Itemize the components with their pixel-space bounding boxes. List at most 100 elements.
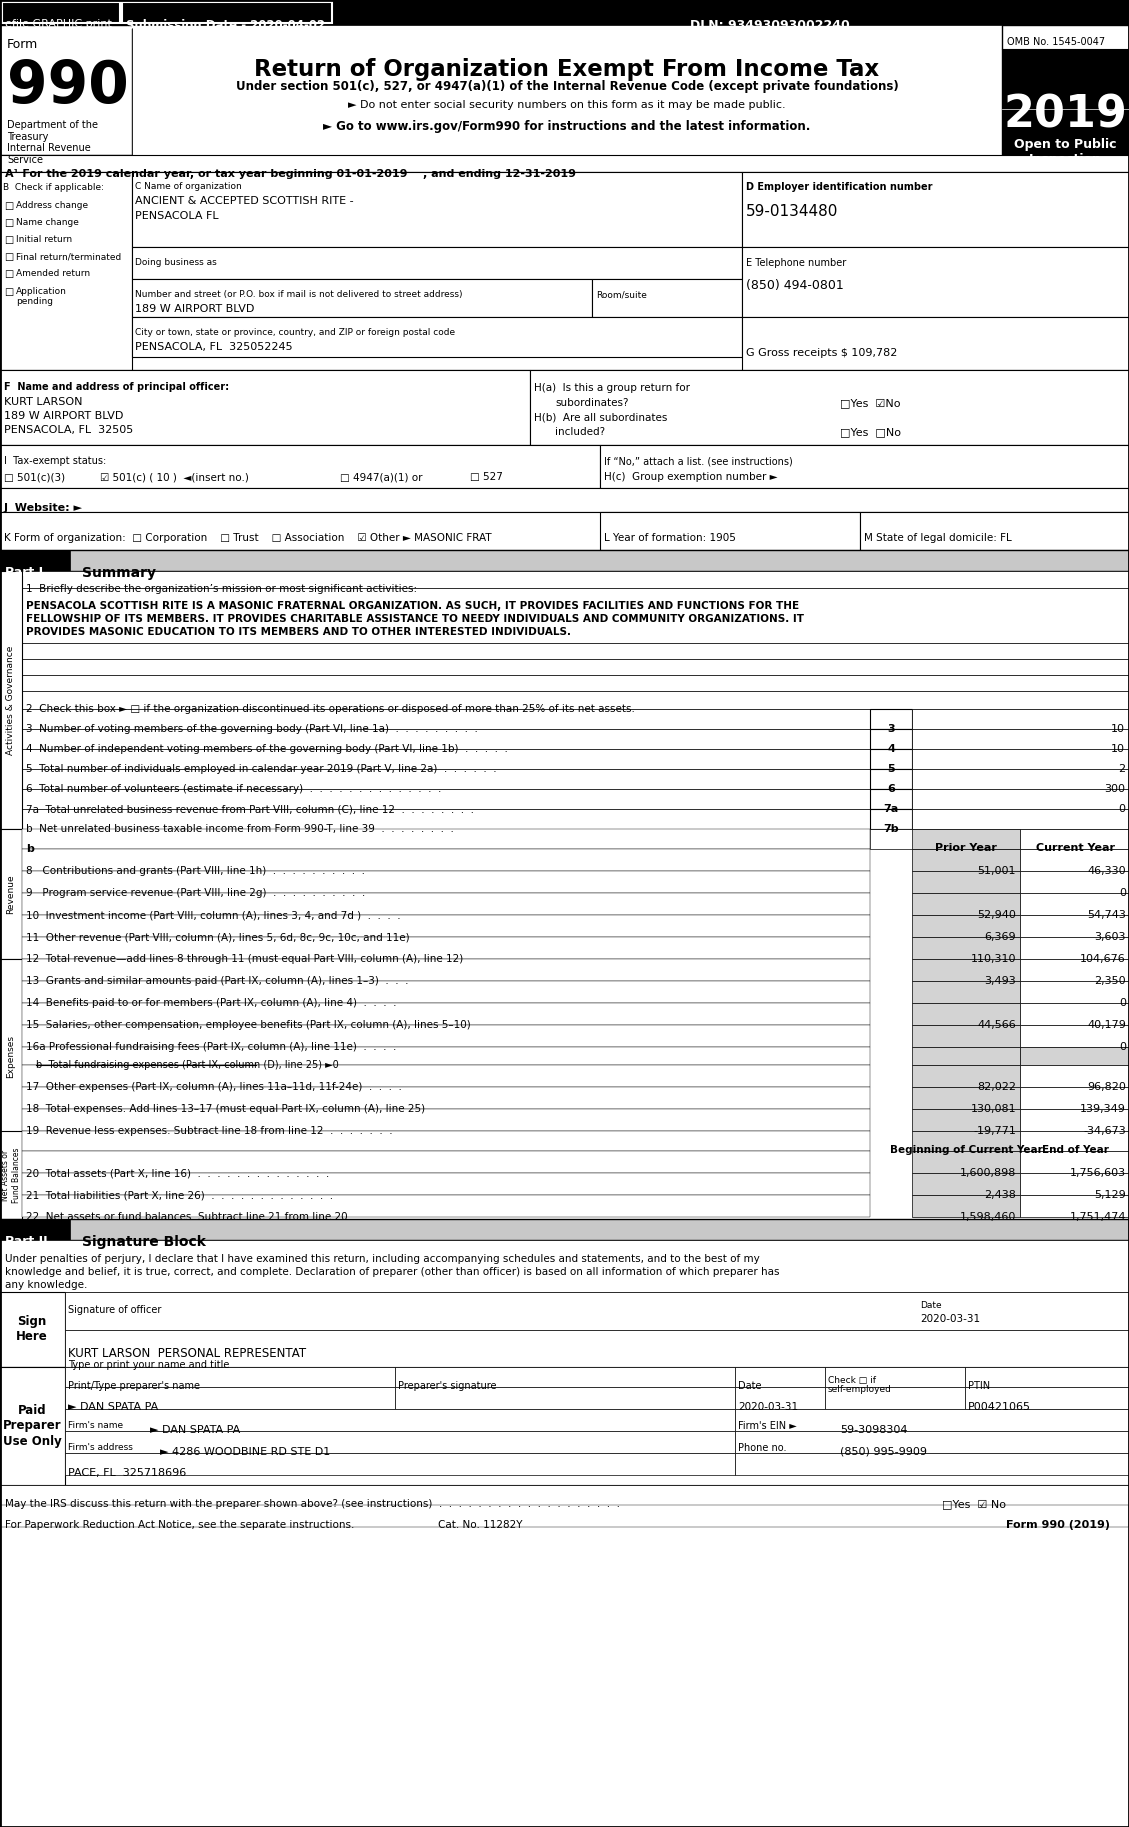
Text: 1  Briefly describe the organization’s mission or most significant activities:: 1 Briefly describe the organization’s mi… xyxy=(26,585,417,594)
Bar xyxy=(912,850,1019,871)
Bar xyxy=(1019,1131,1129,1151)
Text: 4  Number of independent voting members of the governing body (Part VI, line 1b): 4 Number of independent voting members o… xyxy=(26,744,508,755)
Text: P00421065: P00421065 xyxy=(968,1401,1031,1412)
Text: □: □ xyxy=(5,217,14,228)
Text: 2: 2 xyxy=(1118,764,1124,775)
Text: 16a Professional fundraising fees (Part IX, column (A), line 11e)  .  .  .  .: 16a Professional fundraising fees (Part … xyxy=(26,1041,396,1052)
Text: End of Year: End of Year xyxy=(1042,1146,1109,1155)
Text: efile GRAPHIC print: efile GRAPHIC print xyxy=(5,18,112,29)
Bar xyxy=(21,871,870,893)
Bar xyxy=(21,729,870,749)
Text: 3,603: 3,603 xyxy=(1094,932,1126,943)
Text: □: □ xyxy=(5,201,14,210)
Bar xyxy=(21,1065,870,1087)
Text: Name change: Name change xyxy=(16,217,79,227)
Text: 19  Revenue less expenses. Subtract line 18 from line 12  .  .  .  .  .  .  .: 19 Revenue less expenses. Subtract line … xyxy=(26,1125,393,1136)
Text: Application
pending: Application pending xyxy=(16,287,67,307)
Text: any knowledge.: any knowledge. xyxy=(5,1281,87,1290)
Text: 11  Other revenue (Part VIII, column (A), lines 5, 6d, 8c, 9c, 10c, and 11e): 11 Other revenue (Part VIII, column (A),… xyxy=(26,932,410,943)
Bar xyxy=(870,809,912,829)
Text: Form 990 (2019): Form 990 (2019) xyxy=(1006,1520,1110,1529)
Text: 1,598,460: 1,598,460 xyxy=(960,1211,1016,1222)
Bar xyxy=(21,1087,870,1109)
Text: 13  Grants and similar amounts paid (Part IX, column (A), lines 1–3)  .  .  .: 13 Grants and similar amounts paid (Part… xyxy=(26,976,409,987)
Text: 8   Contributions and grants (Part VIII, line 1h)  .  .  .  .  .  .  .  .  .  .: 8 Contributions and grants (Part VIII, l… xyxy=(26,866,365,875)
Bar xyxy=(825,1367,965,1387)
Text: 189 W AIRPORT BLVD: 189 W AIRPORT BLVD xyxy=(5,411,123,420)
Text: 54,743: 54,743 xyxy=(1087,910,1126,921)
Bar xyxy=(912,871,1019,893)
Bar xyxy=(1019,1065,1129,1087)
Bar xyxy=(1003,110,1129,155)
Text: Current Year: Current Year xyxy=(1035,842,1114,853)
Text: □Yes  ☑ No: □Yes ☑ No xyxy=(942,1498,1006,1509)
Bar xyxy=(1019,1003,1129,1025)
Bar xyxy=(742,172,1129,247)
Bar xyxy=(21,674,1129,691)
Bar xyxy=(530,371,1129,446)
Text: □Yes  ☑No: □Yes ☑No xyxy=(840,398,901,407)
Text: 3,493: 3,493 xyxy=(984,976,1016,987)
Text: Activities & Governance: Activities & Governance xyxy=(7,645,16,755)
Bar xyxy=(0,1241,1129,1292)
Bar xyxy=(912,937,1019,959)
Text: If “No,” attach a list. (see instructions): If “No,” attach a list. (see instruction… xyxy=(604,457,793,466)
Bar xyxy=(21,643,1129,660)
Text: Phone no.: Phone no. xyxy=(738,1443,787,1452)
Text: May the IRS discuss this return with the preparer shown above? (see instructions: May the IRS discuss this return with the… xyxy=(5,1498,620,1509)
Text: 1,756,603: 1,756,603 xyxy=(1070,1167,1126,1178)
Text: □: □ xyxy=(5,252,14,261)
Text: D Employer identification number: D Employer identification number xyxy=(746,183,933,192)
Text: 5  Total number of individuals employed in calendar year 2019 (Part V, line 2a) : 5 Total number of individuals employed i… xyxy=(26,764,497,775)
Bar xyxy=(965,1387,1129,1409)
Bar xyxy=(395,1367,735,1387)
Text: 6: 6 xyxy=(887,784,895,795)
Text: H(c)  Group exemption number ►: H(c) Group exemption number ► xyxy=(604,471,778,482)
Text: Prior Year: Prior Year xyxy=(935,842,997,853)
Text: Under penalties of perjury, I declare that I have examined this return, includin: Under penalties of perjury, I declare th… xyxy=(5,1253,760,1264)
Text: 5,129: 5,129 xyxy=(1094,1189,1126,1200)
Bar xyxy=(21,915,870,937)
Text: Expenses: Expenses xyxy=(7,1034,16,1078)
Text: □: □ xyxy=(5,269,14,280)
Text: Firm's name: Firm's name xyxy=(68,1421,123,1431)
Bar xyxy=(735,1387,825,1409)
Text: 44,566: 44,566 xyxy=(978,1019,1016,1030)
Text: b: b xyxy=(26,844,34,853)
Bar xyxy=(870,729,912,749)
Bar xyxy=(1019,959,1129,981)
Text: 2  Check this box ► □ if the organization discontinued its operations or dispose: 2 Check this box ► □ if the organization… xyxy=(26,703,634,714)
Bar xyxy=(21,1195,870,1217)
Text: 59-0134480: 59-0134480 xyxy=(746,205,839,219)
Text: ► DAN SPATA PA: ► DAN SPATA PA xyxy=(150,1425,240,1434)
Bar xyxy=(65,1452,735,1474)
Text: Beginning of Current Year: Beginning of Current Year xyxy=(890,1146,1042,1155)
Text: Date: Date xyxy=(920,1301,942,1310)
Text: 21  Total liabilities (Part X, line 26)  .  .  .  .  .  .  .  .  .  .  .  .  .: 21 Total liabilities (Part X, line 26) .… xyxy=(26,1189,333,1200)
Bar xyxy=(21,1131,870,1151)
Bar xyxy=(21,1025,870,1047)
Text: 10  Investment income (Part VIII, column (A), lines 3, 4, and 7d )  .  .  .  .: 10 Investment income (Part VIII, column … xyxy=(26,910,401,921)
Bar xyxy=(65,1330,1129,1367)
Bar xyxy=(912,893,1019,915)
Text: 10: 10 xyxy=(1111,744,1124,755)
Text: Preparer's signature: Preparer's signature xyxy=(399,1381,497,1390)
Text: 18  Total expenses. Add lines 13–17 (must equal Part IX, column (A), line 25): 18 Total expenses. Add lines 13–17 (must… xyxy=(26,1104,426,1114)
Bar xyxy=(870,709,912,729)
Text: Open to Public
Inspection: Open to Public Inspection xyxy=(1014,139,1117,166)
Bar xyxy=(21,937,870,959)
Text: KURT LARSON  PERSONAL REPRESENTAT: KURT LARSON PERSONAL REPRESENTAT xyxy=(68,1346,306,1359)
Bar xyxy=(965,1367,1129,1387)
Text: KURT LARSON: KURT LARSON xyxy=(5,396,82,407)
Bar xyxy=(0,446,599,488)
Bar xyxy=(132,318,742,356)
Text: B  Check if applicable:: B Check if applicable: xyxy=(3,183,104,192)
Bar xyxy=(132,26,1003,155)
Bar xyxy=(21,709,870,729)
Bar xyxy=(870,769,912,789)
Bar xyxy=(870,789,912,809)
Bar xyxy=(912,1109,1019,1131)
Bar xyxy=(0,550,1129,572)
Text: 139,349: 139,349 xyxy=(1080,1104,1126,1114)
Bar xyxy=(0,1292,65,1367)
